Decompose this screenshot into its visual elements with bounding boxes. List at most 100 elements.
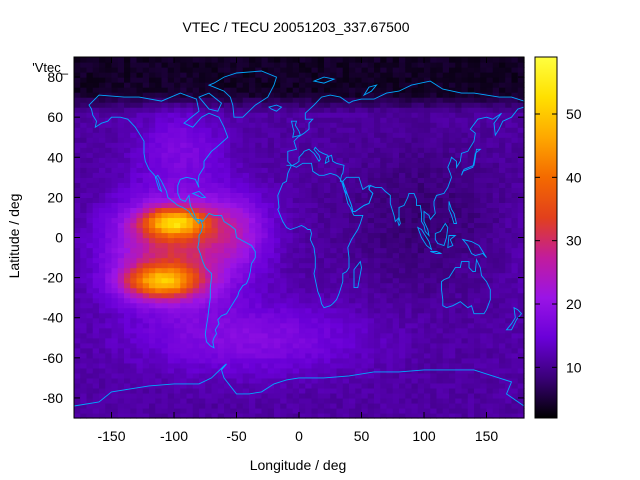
heatmap-cell <box>492 127 500 133</box>
heatmap-cell <box>330 347 338 354</box>
heatmap-cell <box>274 72 281 78</box>
heatmap-cell <box>317 202 325 209</box>
heatmap-cell <box>155 102 163 108</box>
heatmap-cell <box>492 247 500 254</box>
heatmap-cell <box>261 407 269 414</box>
heatmap-cell <box>186 77 194 83</box>
heatmap-cell <box>117 137 125 143</box>
heatmap-cell <box>330 262 338 269</box>
heatmap-cell <box>142 187 150 193</box>
heatmap-cell <box>105 407 113 414</box>
heatmap-cell <box>374 137 381 143</box>
heatmap-cell <box>161 162 169 168</box>
heatmap-cell <box>161 117 169 123</box>
heatmap-cell <box>330 192 338 198</box>
heatmap-cell <box>486 107 494 113</box>
heatmap-cell <box>124 407 131 414</box>
heatmap-cell <box>217 397 225 404</box>
heatmap-cell <box>130 307 138 314</box>
heatmap-cell <box>167 122 175 128</box>
heatmap-cell <box>286 357 294 364</box>
heatmap-cell <box>380 172 388 178</box>
heatmap-cell <box>330 317 338 324</box>
heatmap-cell <box>317 117 325 123</box>
heatmap-cell <box>386 282 394 289</box>
heatmap-cell <box>380 397 388 404</box>
heatmap-cell <box>436 267 444 274</box>
heatmap-cell <box>324 407 331 414</box>
heatmap-cell <box>442 172 450 178</box>
heatmap-cell <box>74 242 81 249</box>
heatmap-cell <box>136 62 144 68</box>
heatmap-cell <box>224 147 231 153</box>
heatmap-cell <box>330 287 338 294</box>
heatmap-cell <box>286 312 294 319</box>
heatmap-cell <box>336 87 344 93</box>
heatmap-cell <box>174 322 181 329</box>
heatmap-cell <box>155 322 163 329</box>
heatmap-cell <box>467 107 475 113</box>
heatmap-cell <box>492 362 500 369</box>
heatmap-cell <box>367 162 375 168</box>
heatmap-cell <box>436 317 444 324</box>
heatmap-cell <box>236 72 244 78</box>
heatmap-cell <box>349 347 356 354</box>
heatmap-cell <box>367 137 375 143</box>
heatmap-cell <box>274 342 281 349</box>
heatmap-cell <box>324 137 331 143</box>
heatmap-cell <box>142 402 150 409</box>
heatmap-cell <box>411 167 419 173</box>
heatmap-cell <box>92 82 100 88</box>
heatmap-cell <box>136 197 144 203</box>
heatmap-cell <box>186 177 194 183</box>
heatmap-cell <box>205 357 213 364</box>
heatmap-cell <box>205 97 213 103</box>
heatmap-cell <box>367 127 375 133</box>
heatmap-cell <box>280 157 288 163</box>
heatmap-cell <box>299 212 306 219</box>
heatmap-cell <box>80 202 88 209</box>
heatmap-cell <box>411 57 419 63</box>
heatmap-cell <box>192 312 200 319</box>
heatmap-cell <box>105 307 113 314</box>
heatmap-cell <box>224 322 231 329</box>
heatmap-cell <box>130 107 138 113</box>
heatmap-cell <box>180 82 188 88</box>
heatmap-cell <box>86 267 94 274</box>
heatmap-cell <box>355 217 363 224</box>
heatmap-cell <box>192 197 200 203</box>
heatmap-cell <box>349 387 356 394</box>
heatmap-cell <box>186 127 194 133</box>
heatmap-cell <box>117 167 125 173</box>
heatmap-cell <box>167 152 175 158</box>
heatmap-cell <box>224 282 231 289</box>
heatmap-cell <box>155 332 163 339</box>
heatmap-cell <box>149 402 156 409</box>
heatmap-cell <box>180 252 188 259</box>
heatmap-cell <box>105 57 113 63</box>
heatmap-cell <box>424 97 431 103</box>
heatmap-cell <box>211 357 219 364</box>
heatmap-cell <box>136 242 144 249</box>
heatmap-cell <box>480 347 488 354</box>
heatmap-cell <box>286 352 294 359</box>
heatmap-cell <box>299 402 306 409</box>
heatmap-cell <box>105 287 113 294</box>
heatmap-cell <box>255 392 263 399</box>
heatmap-cell <box>142 67 150 73</box>
heatmap-cell <box>480 397 488 404</box>
heatmap-cell <box>111 382 119 389</box>
heatmap-cell <box>330 97 338 103</box>
heatmap-cell <box>380 117 388 123</box>
heatmap-cell <box>117 87 125 93</box>
heatmap-cell <box>480 307 488 314</box>
heatmap-cell <box>280 357 288 364</box>
heatmap-cell <box>142 157 150 163</box>
heatmap-cell <box>180 357 188 364</box>
heatmap-cell <box>224 247 231 254</box>
heatmap-cell <box>130 192 138 198</box>
heatmap-cell <box>467 322 475 329</box>
heatmap-cell <box>124 277 131 284</box>
heatmap-cell <box>336 317 344 324</box>
heatmap-cell <box>142 62 150 68</box>
